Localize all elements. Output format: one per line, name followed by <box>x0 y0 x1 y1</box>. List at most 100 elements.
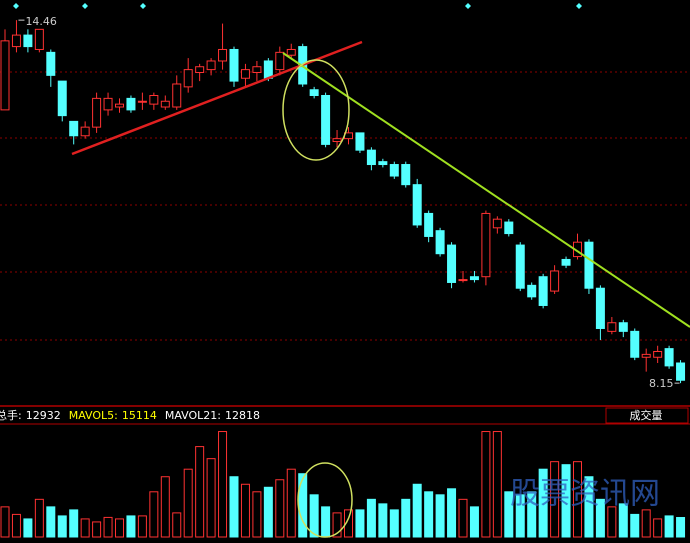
volume-bar <box>206 458 216 538</box>
candle-body <box>504 221 514 235</box>
marker <box>140 3 146 9</box>
marker <box>576 3 582 9</box>
candle-body <box>481 212 491 278</box>
volume-bar <box>527 491 537 538</box>
volume-bar <box>286 468 296 538</box>
candle-body <box>435 230 445 255</box>
candle-body <box>34 28 44 50</box>
panel-label: 成交量 <box>630 408 663 422</box>
volume-bar <box>504 491 514 538</box>
low-label: 8.15 <box>649 377 674 390</box>
candle-body <box>137 100 147 103</box>
volume-bar <box>401 498 411 538</box>
candle-body <box>492 218 502 229</box>
volume-bar <box>252 491 262 538</box>
volume-bar <box>69 509 79 538</box>
volume-bar <box>538 468 548 538</box>
volume-bar <box>172 512 182 538</box>
volume-bar <box>481 431 491 538</box>
candle-body <box>183 69 193 88</box>
volume-bar <box>607 506 617 538</box>
marker <box>13 3 19 9</box>
volume-bar <box>332 512 342 538</box>
volume-bar <box>309 494 319 538</box>
candle-body <box>389 164 399 177</box>
candle-body <box>240 69 250 79</box>
high-label: 14.46 <box>25 15 57 28</box>
candle-body <box>11 34 21 48</box>
volume-bar <box>492 431 502 538</box>
volume-bar <box>229 476 239 538</box>
watermark: 股票资讯网 <box>510 477 660 512</box>
volume-bar <box>641 509 651 538</box>
candle-body <box>46 51 56 76</box>
panel-label-box <box>605 407 689 424</box>
highlight-ellipse <box>297 462 353 538</box>
volume-bar <box>676 517 686 538</box>
indicator-name: MAVOL21: <box>165 409 221 422</box>
candle-body <box>103 97 113 111</box>
candle-body <box>515 244 525 289</box>
volume-bar <box>424 491 434 538</box>
indicator-name: 总手: <box>0 408 22 422</box>
candle-body <box>160 100 170 108</box>
candle-body <box>252 66 262 73</box>
trend-line <box>282 52 690 328</box>
volume-bar <box>321 506 331 538</box>
candle-body <box>424 212 434 237</box>
volume-bar <box>630 513 640 538</box>
candle-body <box>618 322 628 332</box>
candle-body <box>447 244 457 283</box>
candle-body <box>366 149 376 166</box>
volume-bar <box>469 506 479 538</box>
volume-bar <box>298 473 308 538</box>
volume-bar <box>275 479 285 538</box>
volume-bar <box>183 468 193 538</box>
volume-bar <box>103 516 113 538</box>
candle-body <box>80 126 90 137</box>
candle-body <box>115 103 124 108</box>
indicator-value: 12818 <box>225 409 260 422</box>
candle-body <box>458 279 468 282</box>
candle-body <box>149 94 159 105</box>
volume-bar <box>344 509 353 538</box>
volume-bar <box>263 486 273 538</box>
volume-bar <box>34 498 44 538</box>
volume-bar <box>160 476 170 538</box>
indicator-value: 15114 <box>122 409 157 422</box>
candle-body <box>527 284 537 298</box>
candle-body <box>23 34 33 48</box>
volume-bar <box>137 515 147 538</box>
candle-body <box>676 362 686 381</box>
volume-bar <box>57 515 67 538</box>
volume-bar <box>195 446 205 538</box>
top-markers <box>13 3 582 9</box>
candle-body <box>641 353 651 358</box>
candle-body <box>664 348 674 367</box>
volume-bar <box>584 476 594 538</box>
candle-body <box>355 132 365 151</box>
candle-body <box>286 48 296 56</box>
candle-body <box>275 51 285 71</box>
volume-bar <box>515 494 525 538</box>
volume-bar <box>561 464 571 538</box>
volume-bar <box>435 494 445 538</box>
volume-bar <box>355 509 365 538</box>
candle-body <box>595 287 605 329</box>
candle-body <box>550 270 560 292</box>
indicator-value: 12932 <box>26 409 61 422</box>
candle-body <box>126 97 136 111</box>
volume-bar <box>0 506 10 538</box>
candle-body <box>218 48 228 62</box>
volume-bar <box>366 498 376 538</box>
candle-body <box>321 94 331 145</box>
candle-body <box>607 322 617 332</box>
volume-bar <box>46 506 56 538</box>
candle-body <box>172 83 182 108</box>
candle-body <box>538 276 548 306</box>
volume-bar <box>389 509 399 538</box>
volume-bar <box>573 461 582 538</box>
marker <box>465 3 471 9</box>
volume-bar <box>618 503 628 538</box>
